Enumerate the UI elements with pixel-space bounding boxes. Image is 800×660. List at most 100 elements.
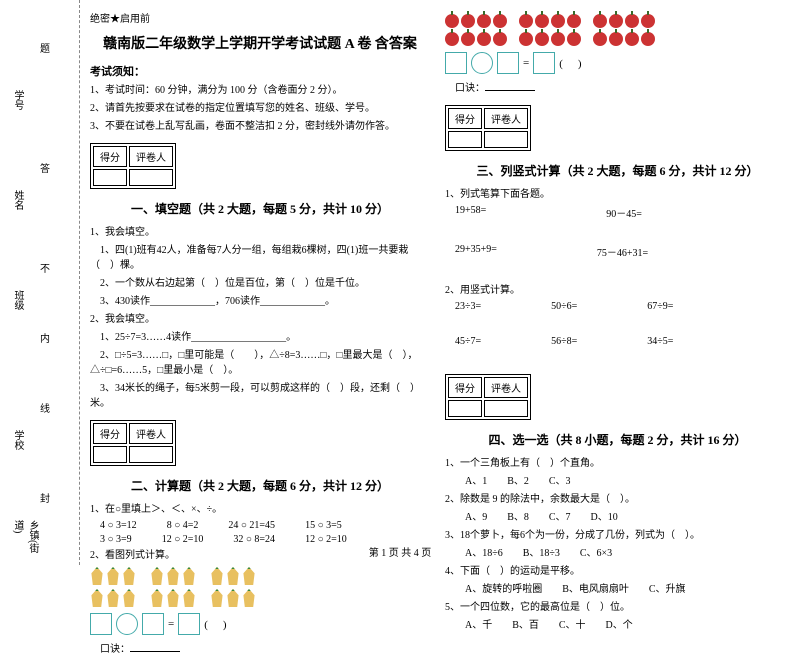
apple-icon [609, 14, 623, 28]
kousuan-2: 口诀： [445, 80, 790, 96]
s4-1o: A、1 B、2 C、3 [445, 474, 790, 489]
pineapple-icon [166, 589, 180, 607]
sec3-title: 三、列竖式计算（共 2 大题，每题 6 分，共计 12 分） [445, 162, 790, 179]
pineapple-icon [242, 567, 256, 585]
s4-4o: A、旋转的呼啦圈 B、电风扇扇叶 C、升旗 [445, 582, 790, 597]
square-box [533, 52, 555, 74]
square-box [142, 613, 164, 635]
pineapple-icon [166, 567, 180, 585]
square-box [90, 613, 112, 635]
pineapple-icon [150, 567, 164, 585]
score-c2d: 评卷人 [484, 377, 528, 398]
apple-icon [477, 14, 491, 28]
s4-1: 1、一个三角板上有（ ）个直角。 [445, 456, 790, 471]
s4-3: 3、18个萝卜，每6个为一份，分成了几份，列式为（ ）。 [445, 528, 790, 543]
apple-icon [519, 14, 533, 28]
apple-icon [493, 14, 507, 28]
pineapple-icon [182, 589, 196, 607]
secret-label: 绝密★启用前 [90, 10, 430, 25]
c: 45÷7= [455, 336, 481, 347]
s1-q1: 1、我会填空。 [90, 225, 430, 240]
bind-nei: 内 [40, 330, 50, 345]
c: 34÷5= [647, 336, 673, 347]
c: 75－46+31= [597, 244, 648, 259]
c: 24 ○ 21=45 [228, 520, 275, 531]
pineapple-icon [106, 567, 120, 585]
s2-q1: 1、在○里填上＞、＜、×、÷。 [90, 502, 430, 517]
square-box [178, 613, 200, 635]
sec1-title: 一、填空题（共 2 大题，每题 5 分，共计 10 分） [90, 200, 430, 217]
apple-icon [609, 32, 623, 46]
bind-id: 学号 [10, 90, 25, 110]
s1-q1-1: 1、四(1)班有42人，准备每7人分一组，每组栽6棵树，四(1)班一共要栽（ ）… [90, 243, 430, 273]
equals: = [523, 57, 529, 69]
equals: = [168, 618, 174, 630]
apple-icon [445, 32, 459, 46]
circle-box [471, 52, 493, 74]
apple-icon [593, 32, 607, 46]
apple-icon [551, 14, 565, 28]
binding-column: 乡镇(街道) 封 学校 线 内 班级 不 姓名 答 学号 题 [0, 0, 80, 565]
pineapple-icon [122, 589, 136, 607]
apple-icon [641, 32, 655, 46]
s4-4: 4、下面（ ）的运动是平移。 [445, 564, 790, 579]
blank-line [130, 641, 180, 652]
bind-class: 班级 [10, 290, 25, 310]
score-c1b: 得分 [93, 423, 127, 444]
c: 90－45= [606, 205, 642, 220]
s4-2: 2、除数是 9 的除法中，余数最大是（ ）。 [445, 492, 790, 507]
s1-q2: 2、我会填空。 [90, 312, 430, 327]
notice-2: 2、请首先按要求在试卷的指定位置填写您的姓名、班级、学号。 [90, 101, 430, 116]
c: 19+58= [455, 205, 486, 220]
bind-xian: 线 [40, 400, 50, 415]
pineapple-icon [106, 589, 120, 607]
apple-icon [551, 32, 565, 46]
c: 50÷6= [551, 301, 577, 312]
pineapple-icon [90, 589, 104, 607]
sec4-title: 四、选一选（共 8 小题，每题 2 分，共计 16 分） [445, 431, 790, 448]
pineapple-icon [122, 567, 136, 585]
apple-icon [461, 14, 475, 28]
c: 15 ○ 3=5 [305, 520, 342, 531]
s3-q1-r2: 29+35+9= 75－46+31= [455, 244, 790, 259]
bind-bu: 不 [40, 260, 50, 275]
pineapple-icon [226, 567, 240, 585]
apple-icon [567, 14, 581, 28]
notice-3: 3、不要在试卷上乱写乱画，卷面不整洁扣 2 分，密封线外请勿作答。 [90, 119, 430, 134]
score-c2b: 评卷人 [129, 423, 173, 444]
score-c1c: 得分 [448, 108, 482, 129]
score-box-1: 得分 评卷人 [90, 143, 176, 189]
apple-icon [535, 32, 549, 46]
pineapple-grid [90, 567, 290, 607]
paren: ( ) [204, 616, 228, 632]
c: 29+35+9= [455, 244, 497, 259]
pineapple-icon [242, 589, 256, 607]
s3-q2: 2、用竖式计算。 [445, 283, 790, 298]
c: 23÷3= [455, 301, 481, 312]
s1-q2-1: 1、25÷7=3……4读作___________________。 [90, 330, 430, 345]
bind-ti: 题 [40, 40, 50, 55]
score-box-3: 得分 评卷人 [445, 105, 531, 151]
pineapple-icon [90, 567, 104, 585]
circle-box [116, 613, 138, 635]
apple-icon [567, 32, 581, 46]
apple-icon [493, 32, 507, 46]
kousuan-label: 口诀： [455, 83, 485, 94]
sec2-title: 二、计算题（共 2 大题，每题 6 分，共计 12 分） [90, 477, 430, 494]
pineapple-icon [210, 589, 224, 607]
c: 4 ○ 3=12 [100, 520, 137, 531]
pineapple-icon [226, 589, 240, 607]
apple-icon [445, 14, 459, 28]
apple-icon [519, 32, 533, 46]
score-c1: 得分 [93, 146, 127, 167]
s3-q2-r2: 45÷7= 56÷8= 34÷5= [455, 336, 790, 347]
apple-icon [593, 14, 607, 28]
s4-5o: A、千 B、百 C、十 D、个 [445, 618, 790, 633]
paren: ( ) [559, 55, 583, 71]
notice-label: 考试须知： [90, 63, 430, 79]
s3-q1: 1、列式笔算下面各题。 [445, 187, 790, 202]
s2-q1-r1: 4 ○ 3=12 8 ○ 4=2 24 ○ 21=45 15 ○ 3=5 [100, 520, 430, 531]
apple-icon [477, 32, 491, 46]
s1-q2-3: 3、34米长的绳子，每5米剪一段，可以剪成这样的（ ）段，还剩（ ）米。 [90, 381, 430, 411]
equation-shapes-1: = ( ) [90, 613, 430, 635]
